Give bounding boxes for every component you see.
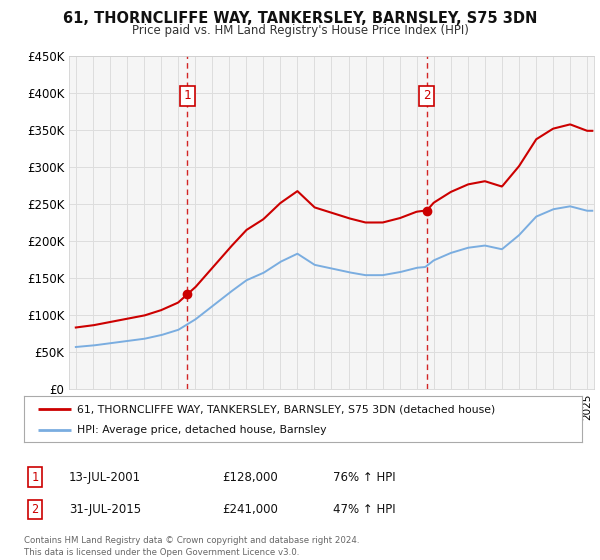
Text: 76% ↑ HPI: 76% ↑ HPI xyxy=(333,470,395,484)
Text: Contains HM Land Registry data © Crown copyright and database right 2024.: Contains HM Land Registry data © Crown c… xyxy=(24,536,359,545)
Text: Price paid vs. HM Land Registry's House Price Index (HPI): Price paid vs. HM Land Registry's House … xyxy=(131,24,469,36)
Text: 61, THORNCLIFFE WAY, TANKERSLEY, BARNSLEY, S75 3DN: 61, THORNCLIFFE WAY, TANKERSLEY, BARNSLE… xyxy=(63,11,537,26)
Text: 13-JUL-2001: 13-JUL-2001 xyxy=(69,470,141,484)
Text: £241,000: £241,000 xyxy=(222,503,278,516)
Text: 61, THORNCLIFFE WAY, TANKERSLEY, BARNSLEY, S75 3DN (detached house): 61, THORNCLIFFE WAY, TANKERSLEY, BARNSLE… xyxy=(77,404,495,414)
Text: £128,000: £128,000 xyxy=(222,470,278,484)
Text: This data is licensed under the Open Government Licence v3.0.: This data is licensed under the Open Gov… xyxy=(24,548,299,557)
Text: 31-JUL-2015: 31-JUL-2015 xyxy=(69,503,141,516)
Text: 1: 1 xyxy=(184,90,191,102)
Text: 2: 2 xyxy=(423,90,430,102)
Text: 1: 1 xyxy=(31,470,38,484)
Text: 2: 2 xyxy=(31,503,38,516)
Text: 47% ↑ HPI: 47% ↑ HPI xyxy=(333,503,395,516)
Text: HPI: Average price, detached house, Barnsley: HPI: Average price, detached house, Barn… xyxy=(77,426,326,436)
